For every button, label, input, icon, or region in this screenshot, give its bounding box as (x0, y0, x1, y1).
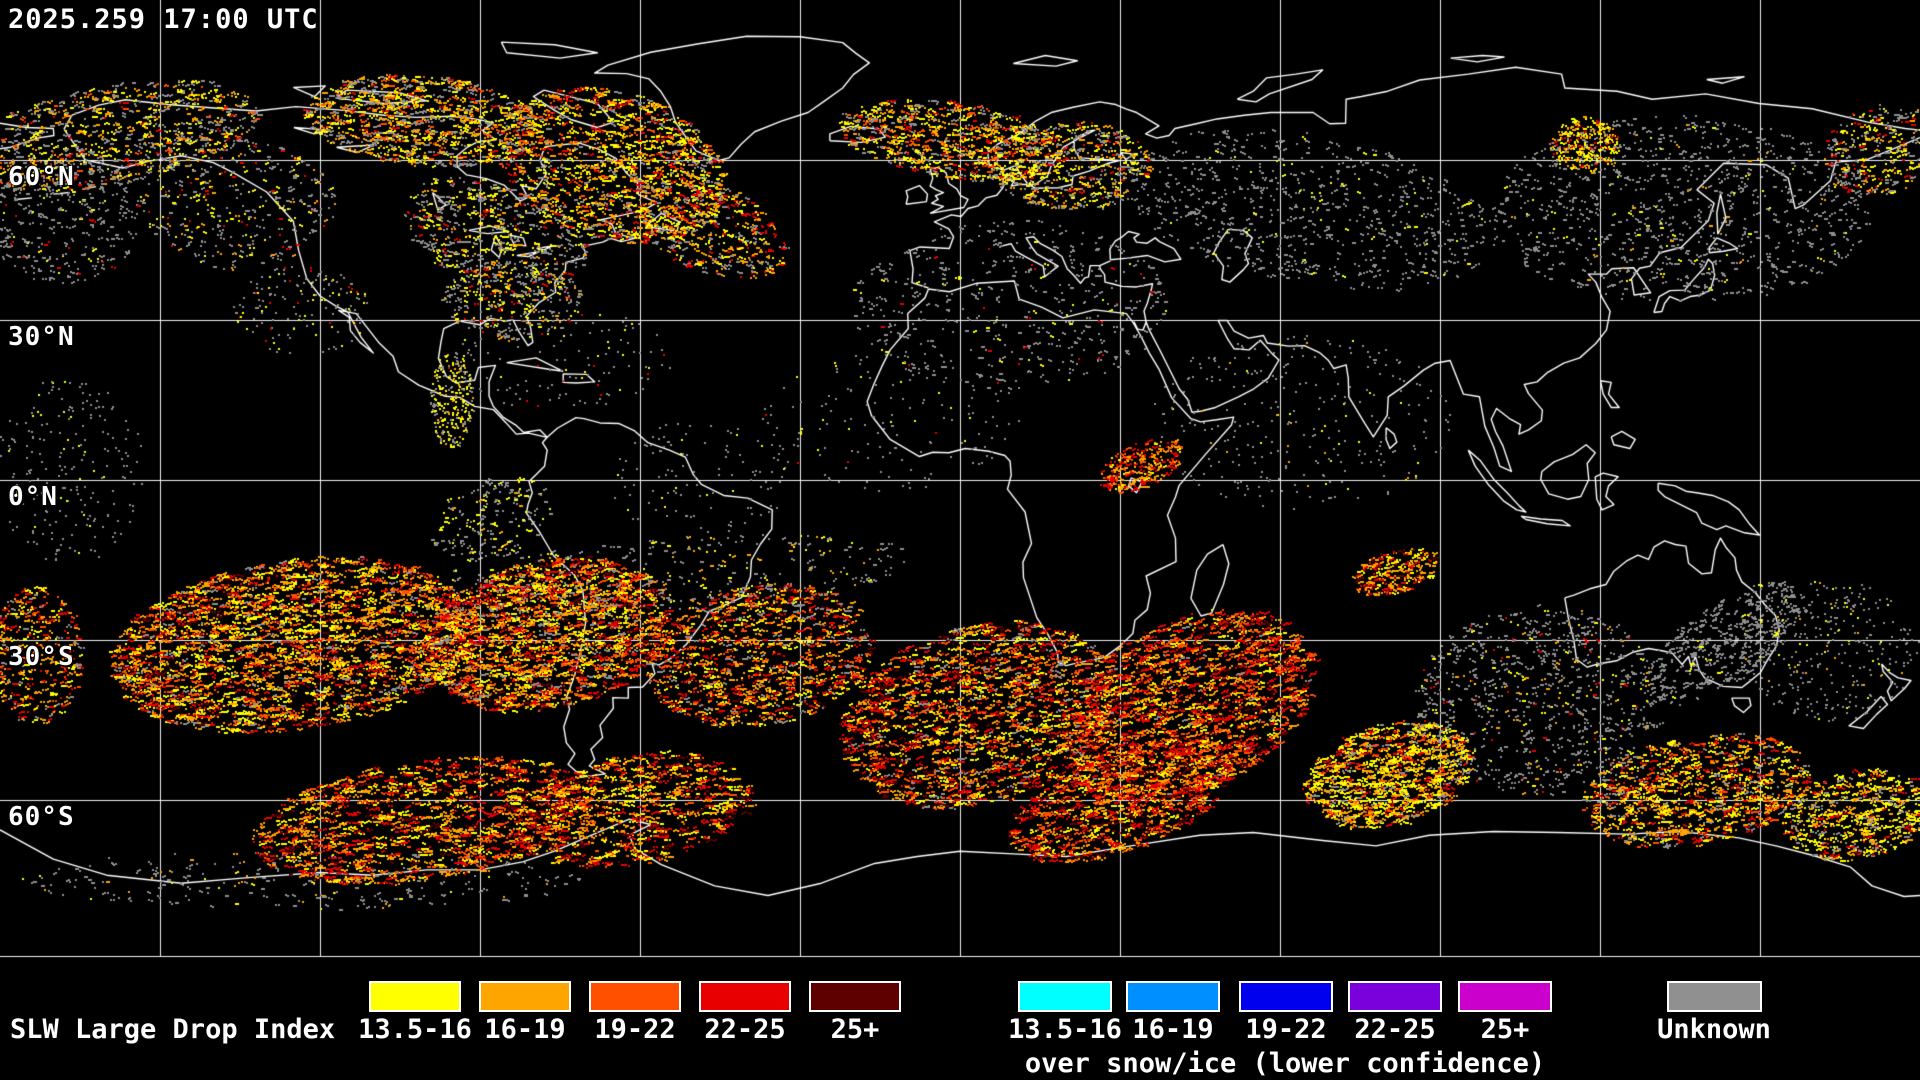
legend-swatch-snow-22-25 (1348, 981, 1442, 1012)
lat-label-0n: 0°N (8, 482, 58, 512)
legend-swatch-main-22-25 (699, 981, 791, 1012)
legend-bin-label: 16-19 (484, 1014, 566, 1045)
legend-title: SLW Large Drop Index (10, 1014, 336, 1045)
lat-label-60s: 60°S (8, 802, 75, 832)
legend-swatch-unknown (1667, 981, 1762, 1012)
lat-label-60n: 60°N (8, 162, 75, 192)
legend-bin-label: 25+ (1480, 1014, 1530, 1045)
lat-label-30s: 30°S (8, 642, 75, 672)
legend-snow-caption: over snow/ice (lower confidence) (1024, 1048, 1546, 1079)
legend-bin-label: 22-25 (704, 1014, 786, 1045)
legend-bin-label: 25+ (830, 1014, 880, 1045)
legend-swatch-snow-16-19 (1126, 981, 1220, 1012)
legend-bin-label: 16-19 (1132, 1014, 1214, 1045)
lat-label-30n: 30°N (8, 322, 75, 352)
legend-swatch-main-25plus (809, 981, 901, 1012)
legend-swatch-main-16-19 (479, 981, 571, 1012)
legend-swatch-snow-19-22 (1239, 981, 1333, 1012)
legend-swatch-snow-25plus (1458, 981, 1552, 1012)
legend-bin-label: 22-25 (1354, 1014, 1436, 1045)
legend-bin-label: 19-22 (594, 1014, 676, 1045)
legend-bin-label: 13.5-16 (1008, 1014, 1122, 1045)
timestamp-label: 2025.259 17:00 UTC (8, 4, 319, 35)
legend-swatch-main-13.5-16 (369, 981, 461, 1012)
legend-unknown-label: Unknown (1657, 1014, 1771, 1045)
legend-swatch-main-19-22 (589, 981, 681, 1012)
legend-bin-label: 19-22 (1245, 1014, 1327, 1045)
legend-bin-label: 13.5-16 (358, 1014, 472, 1045)
legend-swatch-snow-13.5-16 (1018, 981, 1112, 1012)
world-map-canvas (0, 0, 1920, 958)
